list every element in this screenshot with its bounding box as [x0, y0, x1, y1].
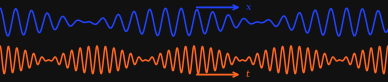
Text: t: t: [246, 70, 249, 79]
Text: x: x: [246, 3, 251, 12]
